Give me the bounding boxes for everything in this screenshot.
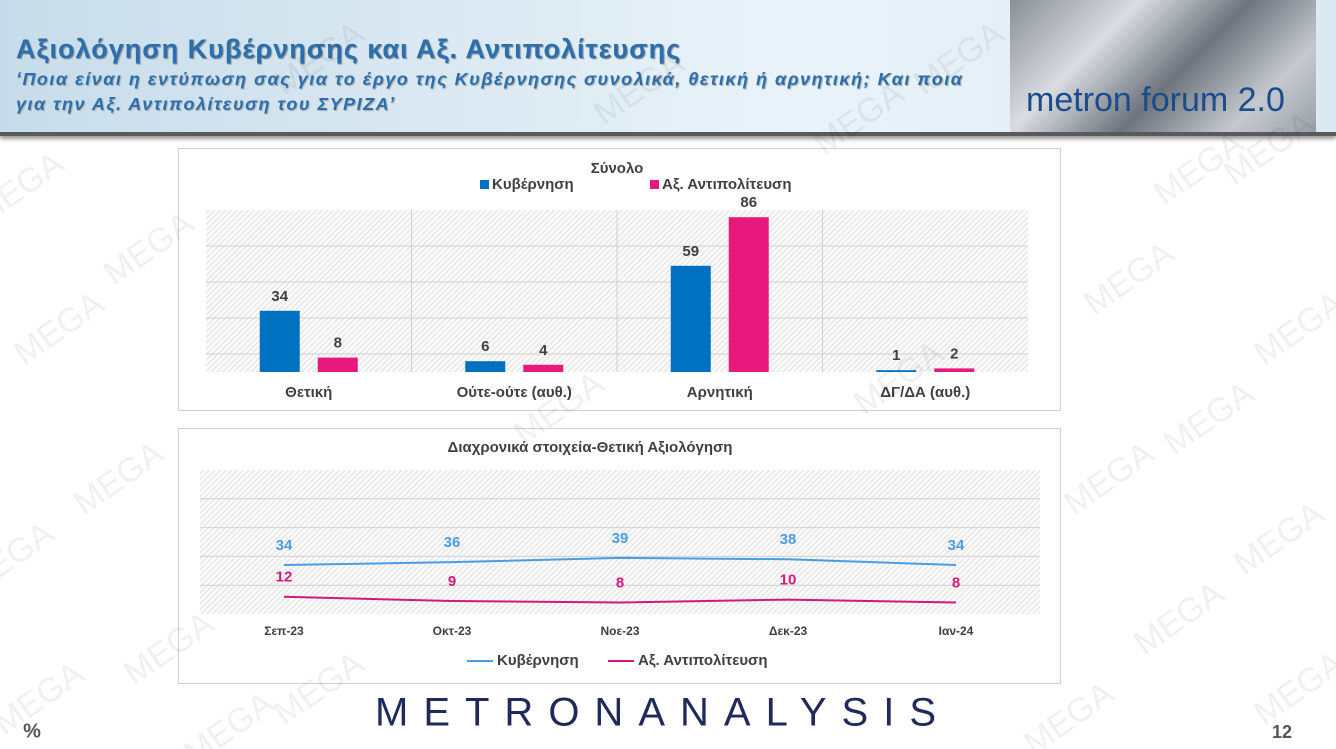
watermark: MEGA: [1157, 374, 1261, 463]
page-number: 12: [1272, 722, 1292, 742]
watermark: MEGA: [1127, 574, 1231, 663]
watermark: MEGA: [0, 654, 91, 743]
x-tick-label: ΔΓ/ΔΑ (αυθ.): [880, 384, 970, 401]
watermark: MEGA: [7, 284, 111, 373]
x-tick-label: Ούτε-ούτε (αυθ.): [457, 384, 572, 401]
watermark: MEGA: [177, 684, 281, 749]
line: [283, 595, 957, 604]
title: Αξιολόγηση Κυβέρνησης και Αξ. Αντιπολίτε…: [16, 34, 682, 64]
data-label: 8: [616, 574, 624, 591]
data-label: 39: [612, 530, 629, 547]
line: [283, 556, 957, 567]
x-tick-label: Δεκ-23: [769, 624, 808, 638]
data-label: 9: [448, 573, 456, 590]
watermark: MEGA: [67, 434, 171, 523]
plot-area: [200, 470, 1040, 614]
data-label: 8: [334, 335, 342, 352]
watermark: MEGA: [907, 14, 1011, 103]
watermark: MEGA: [1077, 234, 1181, 323]
x-tick-label: Θετική: [285, 384, 332, 401]
chart-title: Σύνολο: [591, 160, 644, 177]
watermark: MEGA: [0, 514, 61, 603]
watermark: MEGA: [1247, 284, 1336, 373]
data-label: 4: [539, 342, 548, 359]
data-label: 10: [780, 572, 797, 589]
legend-label: Κυβέρνηση: [492, 176, 574, 193]
legend-label: Κυβέρνηση: [497, 652, 579, 669]
data-label: 36: [444, 534, 461, 551]
data-label: 34: [271, 288, 288, 305]
unit: %: [23, 720, 41, 742]
data-label: 34: [276, 537, 293, 554]
legend-swatch: [650, 180, 659, 189]
data-label: 1: [892, 347, 900, 364]
bar: [317, 357, 358, 372]
subtitle: ‘Ποια είναι η εντύπωση σας για το έργο τ…: [16, 69, 964, 114]
legend-label: Αξ. Αντιπολίτευση: [638, 652, 767, 669]
logo: metron forum 2.0: [1010, 0, 1316, 132]
x-tick-label: Αρνητική: [687, 384, 753, 401]
watermark: MEGA: [1017, 674, 1121, 749]
x-tick-label: Σεπ-23: [264, 624, 304, 638]
watermark: MEGA: [587, 44, 691, 133]
watermark: MEGA: [1227, 494, 1331, 583]
logo-text: metron forum 2.0: [1026, 81, 1285, 119]
x-tick-label: Οκτ-23: [433, 624, 472, 638]
data-label: 38: [780, 531, 797, 548]
header: Αξιολόγηση Κυβέρνησης και Αξ. Αντιπολίτε…: [0, 0, 1336, 136]
data-label: 8: [952, 574, 960, 591]
data-label: 59: [682, 243, 699, 260]
legend-label: Αξ. Αντιπολίτευση: [662, 176, 791, 193]
data-label: 2: [950, 345, 958, 362]
x-tick-label: Ιαν-24: [939, 624, 974, 638]
data-label: 6: [481, 338, 489, 355]
x-tick-label: Νοε-23: [600, 624, 639, 638]
data-label: 86: [740, 194, 757, 211]
bar: [934, 368, 975, 372]
bar: [670, 265, 711, 372]
brand: METRONANALYSIS: [375, 691, 951, 735]
bar: [465, 361, 506, 372]
bar: [728, 217, 769, 372]
bar: [523, 364, 564, 372]
watermark: MEGA: [1247, 644, 1336, 733]
data-label: 12: [276, 569, 293, 586]
data-label: 34: [948, 537, 965, 554]
legend-swatch: [480, 180, 489, 189]
watermark: MEGA: [1057, 434, 1161, 523]
watermark: MEGA: [0, 144, 71, 233]
bar: [876, 370, 917, 372]
watermark: MEGA: [267, 14, 371, 103]
chart-title: Διαχρονικά στοιχεία-Θετική Αξιολόγηση: [448, 439, 733, 456]
bar: [259, 310, 300, 372]
